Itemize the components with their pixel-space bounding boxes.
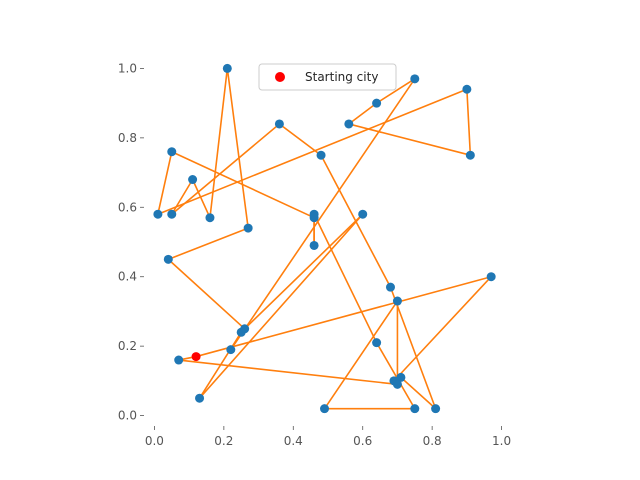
route-segment <box>198 213 364 400</box>
route-segment <box>375 341 416 410</box>
x-tick-label: 0.4 <box>284 434 303 448</box>
x-tick-label: 0.8 <box>423 434 442 448</box>
city-point <box>163 254 173 264</box>
route-segment <box>400 376 437 410</box>
route-segment <box>170 123 281 216</box>
legend: Starting city <box>258 63 397 91</box>
x-tick-label: 0.0 <box>145 434 164 448</box>
route-segment <box>191 178 211 219</box>
city-point <box>465 150 475 160</box>
route-segment <box>170 150 315 219</box>
route-segment <box>348 102 378 125</box>
city-point <box>274 119 284 129</box>
city-point <box>396 372 406 382</box>
city-point <box>392 296 402 306</box>
city-points <box>153 63 496 414</box>
y-tick-label: 0.8 <box>118 131 137 145</box>
city-point <box>309 240 319 250</box>
city-point <box>372 98 382 108</box>
route-path <box>157 67 492 410</box>
city-point <box>358 209 368 219</box>
y-tick-label: 0.4 <box>118 270 137 284</box>
starting-city-point <box>191 352 201 362</box>
route-segment <box>323 300 399 410</box>
x-tick-label: 1.0 <box>492 434 511 448</box>
x-tick-label: 0.2 <box>214 434 233 448</box>
legend-label-starting-city: Starting city <box>305 70 378 84</box>
route-segment <box>209 67 229 219</box>
city-point <box>344 119 354 129</box>
route-segment <box>375 78 416 104</box>
route-segment <box>348 123 472 157</box>
city-point <box>462 84 472 94</box>
city-point <box>309 209 319 219</box>
city-point <box>236 327 246 337</box>
route-segment <box>278 123 322 157</box>
city-point <box>226 345 236 355</box>
legend-box <box>258 63 397 91</box>
x-tick-label: 0.6 <box>353 434 372 448</box>
route-segment <box>177 359 399 386</box>
city-point <box>174 355 184 365</box>
route-segment <box>157 150 173 216</box>
city-point <box>222 63 232 73</box>
city-point <box>431 404 441 414</box>
city-point <box>385 282 395 292</box>
city-point <box>188 175 198 185</box>
route-segment <box>170 178 194 216</box>
city-point <box>167 209 177 219</box>
y-tick-label: 0.2 <box>118 339 137 353</box>
city-point <box>243 223 253 233</box>
y-tick-label: 0.6 <box>118 200 137 214</box>
x-axis: 0.0 0.2 0.4 0.6 0.8 1.0 <box>145 426 511 448</box>
city-point <box>167 147 177 157</box>
legend-marker-starting-city <box>275 72 285 82</box>
city-point <box>392 379 402 389</box>
route-segment <box>243 213 364 330</box>
route-segment <box>195 275 492 358</box>
city-point <box>486 272 496 282</box>
route-segment <box>167 227 249 261</box>
y-axis: 0.0 0.2 0.4 0.6 0.8 1.0 <box>118 61 144 423</box>
route-segment <box>313 213 378 344</box>
city-point <box>320 404 330 414</box>
route-segment <box>466 88 472 157</box>
city-point <box>410 74 420 84</box>
city-point <box>205 213 215 223</box>
route-segment <box>393 275 492 382</box>
city-point <box>410 404 420 414</box>
y-tick-label: 1.0 <box>118 61 137 75</box>
city-point <box>372 338 382 348</box>
route-segment <box>157 88 468 216</box>
y-tick-label: 0.0 <box>118 409 137 423</box>
city-point <box>195 393 205 403</box>
route-segment <box>167 258 246 330</box>
city-point <box>153 209 163 219</box>
city-point <box>316 150 326 160</box>
route-segment <box>229 78 416 351</box>
route-segment <box>226 67 249 229</box>
